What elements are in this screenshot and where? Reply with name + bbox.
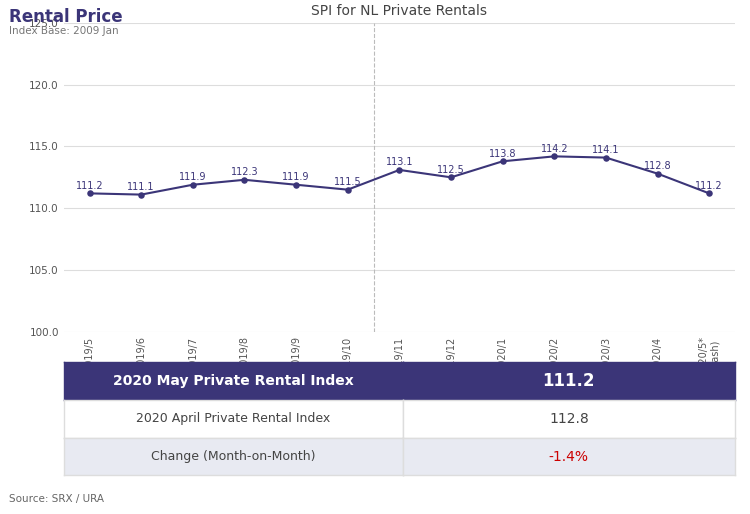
Text: 111.1: 111.1 — [128, 182, 155, 192]
Point — [496, 157, 508, 166]
Text: 114.1: 114.1 — [592, 145, 619, 155]
Text: 111.2: 111.2 — [542, 372, 595, 390]
Text: Change (Month-on-Month): Change (Month-on-Month) — [151, 450, 316, 463]
Point — [290, 180, 302, 189]
Text: 113.1: 113.1 — [386, 157, 413, 167]
Point — [238, 176, 250, 184]
Text: 113.8: 113.8 — [489, 149, 517, 159]
Point — [393, 166, 405, 174]
Text: -1.4%: -1.4% — [549, 450, 589, 464]
Text: 2020 April Private Rental Index: 2020 April Private Rental Index — [136, 412, 330, 426]
Text: Index Base: 2009 Jan: Index Base: 2009 Jan — [9, 26, 118, 35]
Point — [187, 180, 199, 189]
Text: 111.2: 111.2 — [695, 180, 723, 191]
Text: 112.8: 112.8 — [644, 161, 671, 171]
Point — [600, 154, 612, 162]
Text: 112.5: 112.5 — [437, 164, 465, 175]
Point — [652, 170, 664, 178]
Text: 2020 May Private Rental Index: 2020 May Private Rental Index — [112, 374, 353, 388]
Text: Rental Price: Rental Price — [9, 8, 123, 26]
Text: 111.9: 111.9 — [282, 172, 310, 182]
Point — [342, 186, 354, 194]
Text: 111.5: 111.5 — [334, 177, 362, 187]
Point — [548, 152, 560, 160]
Title: SPI for NL Private Rentals: SPI for NL Private Rentals — [311, 4, 488, 18]
Point — [83, 189, 95, 197]
Text: Source: SRX / URA: Source: SRX / URA — [9, 494, 104, 504]
Point — [445, 173, 457, 181]
Text: 114.2: 114.2 — [541, 143, 568, 154]
Text: 111.2: 111.2 — [76, 180, 104, 191]
Text: 112.8: 112.8 — [549, 412, 589, 426]
Text: 111.9: 111.9 — [179, 172, 206, 182]
Point — [135, 191, 147, 199]
Point — [704, 189, 716, 197]
Text: 112.3: 112.3 — [231, 167, 258, 177]
